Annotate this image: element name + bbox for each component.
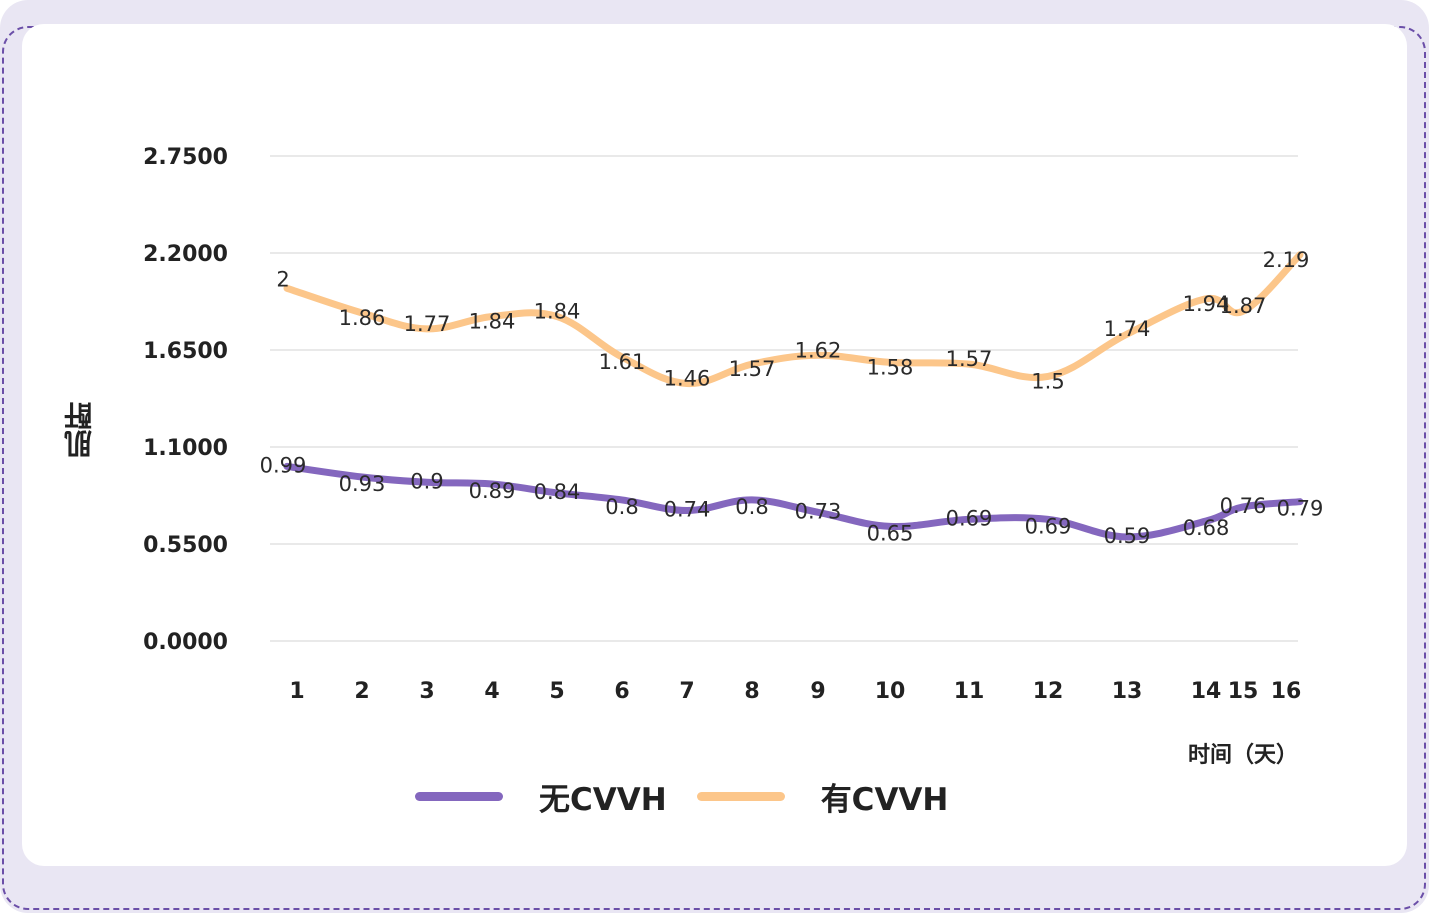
data-label: 0.8 [605,495,638,519]
y-tick-label: 1.1000 [143,436,228,461]
data-label: 0.59 [1104,524,1151,548]
data-label: 1.94 [1183,292,1230,316]
data-label: 1.5 [1031,369,1064,393]
data-label: 2.19 [1263,248,1310,272]
x-tick-label: 13 [1112,679,1143,704]
x-tick-label: 2 [354,679,369,704]
data-label: 0.76 [1220,494,1267,518]
series-line-1 [283,251,1304,388]
x-tick-label: 12 [1033,679,1064,704]
data-label: 0.69 [946,506,993,530]
data-label: 1.77 [404,312,451,336]
x-tick-label: 4 [484,679,499,704]
x-tick-label: 10 [875,679,906,704]
x-tick-label: 9 [810,679,825,704]
series-line-0 [283,462,1304,541]
legend-label-cvvh: 有CVVH [820,782,949,818]
x-tick-label: 6 [614,679,629,704]
data-label: 1.86 [339,306,386,330]
x-tick-label: 1 [289,679,304,704]
y-tick-label: 2.7500 [143,145,228,170]
legend: 无CVVH 有CVVH [415,774,978,819]
data-label: 1.84 [469,309,516,333]
y-tick-label: 0.0000 [143,630,228,655]
data-label: 0.84 [534,480,581,504]
data-label: 0.9 [410,469,443,493]
x-tick-label: 7 [679,679,694,704]
data-label: 0.99 [260,453,307,477]
x-tick-label: 14 [1191,679,1222,704]
legend-swatch-cvvh [696,792,785,801]
y-tick-label: 2.2000 [143,242,228,267]
data-label: 1.61 [599,350,646,374]
data-label: 1.46 [664,367,711,391]
data-label: 1.84 [534,299,581,323]
data-label: 0.73 [795,499,842,523]
data-label: 1.58 [867,355,914,379]
data-label: 2 [276,267,289,291]
data-label: 0.79 [1277,497,1324,521]
x-tick-label: 5 [549,679,564,704]
data-label: 0.68 [1183,516,1230,540]
data-label: 0.89 [469,479,516,503]
legend-item-cvvh[interactable]: 有CVVH [696,774,949,819]
x-tick-label: 11 [954,679,985,704]
x-axis-label: 时间（天） [1188,743,1299,768]
data-label: 0.8 [735,495,768,519]
data-label: 0.74 [664,497,711,521]
y-axis-label: 肌酐 [63,402,96,458]
legend-swatch-no-cvvh [415,792,503,801]
legend-item-no-cvvh[interactable]: 无CVVH [415,774,667,819]
x-tick-label: 8 [744,679,759,704]
x-tick-label: 3 [419,679,434,704]
data-label: 1.74 [1104,317,1151,341]
data-label: 1.57 [946,347,993,371]
data-label: 1.62 [795,338,842,362]
chart-card [22,24,1407,866]
data-label: 1.57 [729,357,776,381]
data-label: 1.87 [1220,294,1267,318]
y-tick-label: 0.5500 [143,533,228,558]
data-label: 0.69 [1025,514,1072,538]
y-tick-label: 1.6500 [143,339,228,364]
x-tick-label: 16 [1271,679,1302,704]
data-label: 0.93 [339,472,386,496]
data-label: 0.65 [867,521,914,545]
legend-label-no-cvvh: 无CVVH [539,782,667,818]
x-tick-label: 15 [1228,679,1259,704]
